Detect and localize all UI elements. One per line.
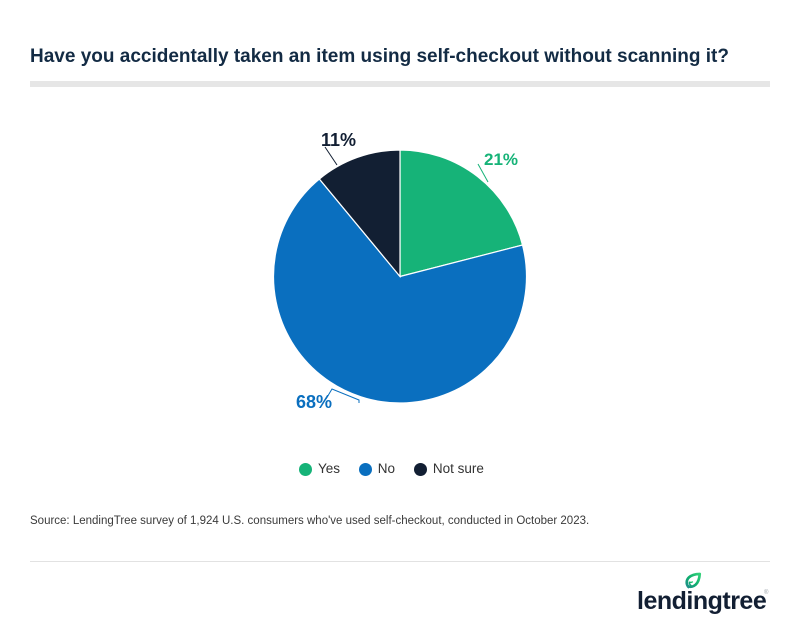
svg-text:11%: 11% [321,130,356,150]
svg-text:21%: 21% [484,150,518,169]
svg-text:®: ® [764,589,769,596]
svg-text:lendingtree: lendingtree [637,587,767,615]
svg-text:68%: 68% [296,392,332,412]
